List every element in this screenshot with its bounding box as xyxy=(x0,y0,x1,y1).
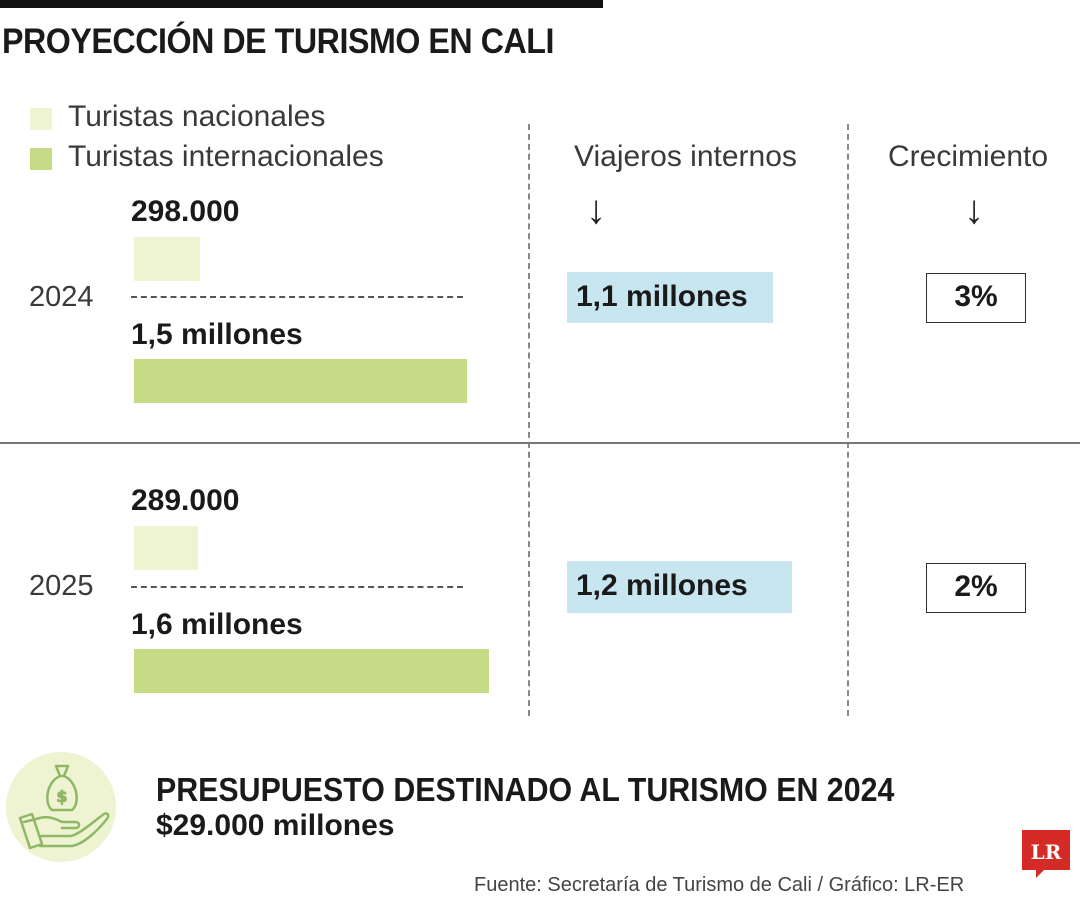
top-rule xyxy=(0,0,603,8)
baseline-dash xyxy=(131,296,463,298)
legend-label-international: Turistas internacionales xyxy=(68,140,384,173)
international-value-label: 1,6 millones xyxy=(131,608,303,641)
svg-text:$: $ xyxy=(56,787,67,806)
svg-text:LR: LR xyxy=(1031,840,1062,864)
column-header-internal: Viajeros internos xyxy=(574,140,797,173)
bar-national-2025 xyxy=(134,526,198,570)
column-header-growth: Crecimiento xyxy=(888,140,1049,173)
column-divider xyxy=(847,124,849,716)
column-divider xyxy=(528,124,530,716)
chart-title: PROYECCIÓN DE TURISMO EN CALI xyxy=(2,22,554,61)
bar-national-2024 xyxy=(134,237,200,281)
internal-travelers-box: 1,1 millones xyxy=(567,272,773,323)
growth-box: 3% xyxy=(926,273,1026,323)
lr-logo: LR xyxy=(1022,830,1070,878)
money-bag-hand-icon: $ xyxy=(6,752,116,862)
source-note: Fuente: Secretaría de Turismo de Cali / … xyxy=(474,874,965,896)
budget-value: $29.000 millones xyxy=(156,809,395,842)
down-arrow-icon: ↓ xyxy=(964,188,984,232)
row-separator xyxy=(0,442,1080,444)
baseline-dash xyxy=(131,586,463,588)
international-value-label: 1,5 millones xyxy=(131,318,303,351)
year-label: 2025 xyxy=(29,570,94,602)
growth-box: 2% xyxy=(926,563,1026,613)
legend-swatch-international xyxy=(30,148,52,170)
bar-international-2025 xyxy=(134,649,489,693)
budget-title: PRESUPUESTO DESTINADO AL TURISMO EN 2024 xyxy=(156,771,895,808)
down-arrow-icon: ↓ xyxy=(586,188,606,232)
internal-travelers-box: 1,2 millones xyxy=(567,561,792,613)
national-value-label: 298.000 xyxy=(131,195,240,228)
legend-swatch-national xyxy=(30,108,52,130)
bar-international-2024 xyxy=(134,359,467,403)
year-label: 2024 xyxy=(29,281,94,313)
legend-label-national: Turistas nacionales xyxy=(68,100,326,133)
national-value-label: 289.000 xyxy=(131,484,240,517)
